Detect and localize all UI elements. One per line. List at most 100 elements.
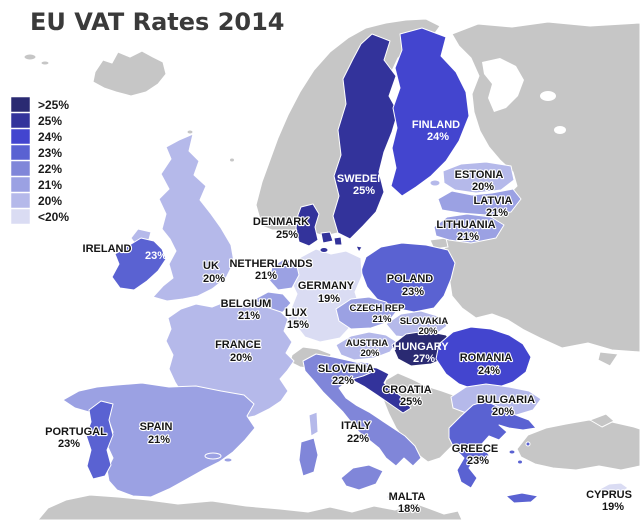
legend-swatch-20 bbox=[10, 192, 31, 209]
legend-swatch-24 bbox=[10, 128, 31, 145]
label-romania-rate: 24% bbox=[478, 365, 500, 377]
country-denmark-lolland bbox=[319, 247, 329, 253]
landmass-iceland bbox=[92, 50, 167, 97]
lake-onega bbox=[554, 126, 566, 134]
label-romania-name: ROMANIA bbox=[460, 352, 513, 364]
label-finland-name: FINLAND bbox=[412, 119, 460, 131]
landmass-faroe-2 bbox=[40, 60, 50, 66]
label-luxembourg-rate: 15% bbox=[287, 319, 309, 331]
label-spain-name: SPAIN bbox=[140, 421, 173, 433]
label-belgium-rate: 21% bbox=[238, 310, 260, 322]
legend-swatch-23 bbox=[10, 144, 31, 161]
label-france-rate: 20% bbox=[230, 352, 252, 364]
country-cyprus bbox=[597, 482, 629, 497]
label-bulgaria-name: BULGARIA bbox=[477, 394, 535, 406]
country-sweden bbox=[332, 33, 399, 240]
country-spain-mallorca bbox=[204, 452, 222, 460]
country-lithuania bbox=[433, 213, 505, 244]
legend-label-24: 24% bbox=[38, 130, 62, 144]
country-denmark bbox=[295, 203, 320, 247]
legend-swatch-22 bbox=[10, 160, 31, 177]
label-cyprus-name: CYPRUS bbox=[586, 489, 632, 501]
landmass-north-africa bbox=[37, 494, 463, 520]
country-greece-crete bbox=[505, 492, 539, 504]
label-hungary-name: HUNGARY bbox=[393, 341, 449, 353]
landmass-shetland bbox=[186, 129, 194, 135]
label-netherlands-rate: 21% bbox=[255, 270, 277, 282]
country-greece bbox=[448, 400, 537, 489]
label-uk-rate: 20% bbox=[203, 273, 225, 285]
label-croatia-name: CROATIA bbox=[382, 384, 431, 396]
country-netherlands bbox=[268, 258, 300, 291]
legend-label-25: 25% bbox=[38, 114, 62, 128]
label-greece-name: GREECE bbox=[452, 443, 498, 455]
legend-label-20: 20% bbox=[38, 194, 62, 208]
label-netherlands-name: NETHERLANDS bbox=[229, 258, 312, 270]
country-denmark-zealand bbox=[333, 236, 343, 246]
country-estonia bbox=[442, 161, 515, 194]
label-hungary-rate: 27% bbox=[413, 353, 435, 365]
legend-label-23: 23% bbox=[38, 146, 62, 160]
country-estonia-island bbox=[429, 179, 441, 187]
country-czech-republic bbox=[335, 296, 397, 330]
label-slovenia-rate: 22% bbox=[332, 375, 354, 387]
country-greece-island-2 bbox=[517, 459, 523, 465]
country-spain-menorca bbox=[223, 457, 233, 463]
landmass-crimea bbox=[597, 351, 619, 367]
country-portugal bbox=[85, 400, 114, 480]
label-malta-name: MALTA bbox=[389, 491, 426, 503]
landmass-kaliningrad bbox=[429, 237, 449, 250]
label-uk-name: UK bbox=[203, 260, 219, 272]
label-latvia-rate: 21% bbox=[486, 207, 508, 219]
label-latvia-name: LATVIA bbox=[474, 195, 513, 207]
country-italy-sardinia bbox=[298, 437, 319, 477]
landmass-turkey bbox=[516, 419, 640, 471]
country-poland bbox=[360, 242, 456, 313]
label-sweden-name: SWEDEN bbox=[337, 173, 385, 185]
label-cyprus-rate: 19% bbox=[602, 501, 624, 513]
white-sea bbox=[482, 58, 524, 112]
label-ireland-rate: 23% bbox=[145, 250, 167, 262]
label-slovenia-name: SLOVENIA bbox=[318, 363, 374, 375]
label-germany-rate: 19% bbox=[318, 293, 340, 305]
landmass-faroe-1 bbox=[23, 53, 37, 61]
label-france-name: FRANCE bbox=[215, 339, 261, 351]
label-italy-rate: 22% bbox=[347, 433, 369, 445]
label-croatia-rate: 25% bbox=[400, 396, 422, 408]
country-denmark-funen bbox=[320, 231, 334, 244]
label-germany-name: GERMANY bbox=[298, 280, 355, 292]
label-austria-rate: 20% bbox=[360, 348, 380, 359]
country-croatia bbox=[350, 365, 412, 414]
label-italy-name: ITALY bbox=[341, 420, 372, 432]
legend-label-21: 21% bbox=[38, 178, 62, 192]
label-slovakia-rate: 20% bbox=[418, 326, 438, 337]
legend-swatch-21 bbox=[10, 176, 31, 193]
label-luxembourg-name: LUX bbox=[285, 307, 308, 319]
legend-swatch-gt25 bbox=[10, 96, 31, 113]
label-greece-rate: 23% bbox=[467, 455, 489, 467]
label-estonia-name: ESTONIA bbox=[455, 169, 504, 181]
legend-swatch-25 bbox=[10, 112, 31, 129]
landmass-orkney bbox=[229, 157, 235, 163]
legend-swatch-lt20 bbox=[10, 208, 31, 225]
label-ireland-name: IRELAND bbox=[83, 243, 132, 255]
label-poland-rate: 23% bbox=[402, 286, 424, 298]
label-malta-rate: 18% bbox=[398, 503, 420, 515]
legend-label-lt20: <20% bbox=[38, 210, 69, 224]
country-finland bbox=[390, 27, 470, 197]
landmass-turkey-european bbox=[589, 413, 615, 428]
legend: >25% 25% 24% 23% 22% 21% 20% <20% bbox=[10, 96, 69, 225]
country-italy-sicily bbox=[340, 464, 384, 491]
country-france-corsica bbox=[308, 411, 319, 437]
country-romania bbox=[435, 326, 532, 391]
label-portugal-rate: 23% bbox=[58, 438, 80, 450]
label-portugal-name: PORTUGAL bbox=[45, 426, 107, 438]
label-czech-rate: 21% bbox=[372, 314, 392, 325]
label-sweden-rate: 25% bbox=[353, 185, 375, 197]
legend-label-22: 22% bbox=[38, 162, 62, 176]
country-greece-island-1 bbox=[508, 449, 516, 455]
lake-ladoga bbox=[540, 91, 556, 101]
label-austria-name: AUSTRIA bbox=[346, 338, 388, 349]
legend-label-gt25: >25% bbox=[38, 98, 69, 112]
